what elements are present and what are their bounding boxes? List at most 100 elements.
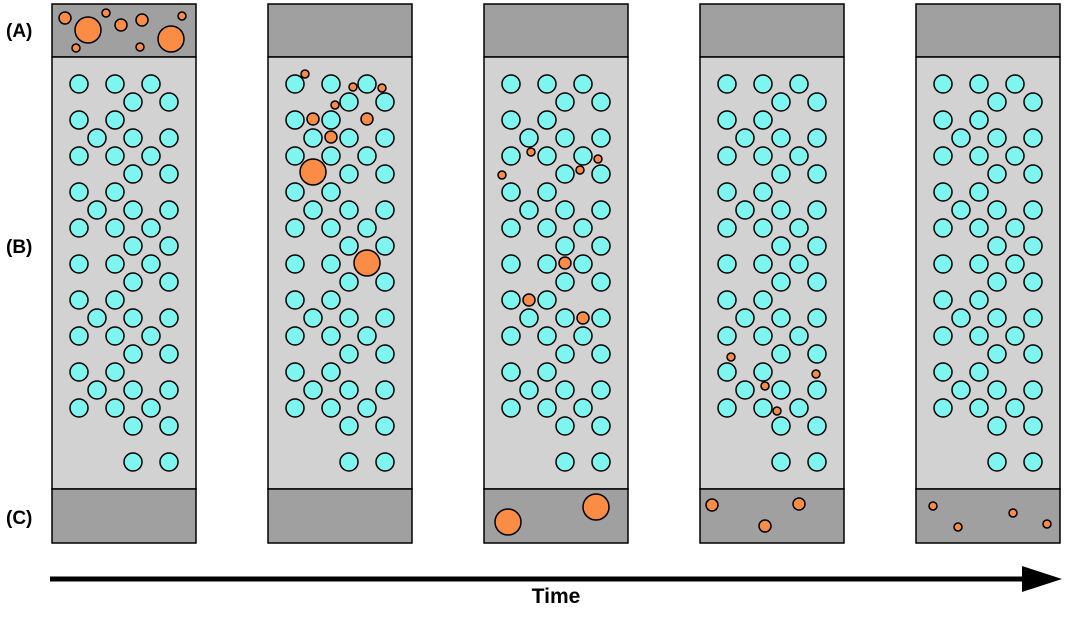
packing-bead xyxy=(141,254,161,274)
packing-bead xyxy=(969,218,989,238)
packing-bead xyxy=(285,398,305,418)
label-a: (A) xyxy=(6,21,33,42)
packing-bead xyxy=(951,128,971,148)
packing-bead xyxy=(717,326,737,346)
packing-bead xyxy=(501,290,521,310)
packing-bead xyxy=(573,146,593,166)
column-4 xyxy=(699,3,845,544)
packing-bead xyxy=(321,398,341,418)
packing-bead xyxy=(159,416,179,436)
packing-bead xyxy=(105,182,125,202)
sample-particle xyxy=(760,381,770,391)
label-b: (B) xyxy=(6,237,33,258)
sample-particle xyxy=(928,501,938,511)
packing-bead xyxy=(555,200,575,220)
packing-bead xyxy=(969,326,989,346)
sample-particle xyxy=(582,493,610,521)
packing-bead xyxy=(87,200,107,220)
packing-bead xyxy=(357,218,377,238)
packing-bead xyxy=(519,200,539,220)
packing-bead xyxy=(1023,236,1043,256)
inlet-section xyxy=(483,3,629,58)
packing-bead xyxy=(123,452,143,472)
packing-bead xyxy=(339,272,359,292)
sample-particle xyxy=(576,311,590,325)
packing-bead xyxy=(105,110,125,130)
packing-bead xyxy=(591,416,611,436)
packing-bead xyxy=(375,128,395,148)
packing-bead xyxy=(591,236,611,256)
sample-particle xyxy=(74,16,102,44)
packing-bead xyxy=(1023,452,1043,472)
packing-bead xyxy=(537,110,557,130)
packing-bead xyxy=(789,398,809,418)
packing-bead xyxy=(69,182,89,202)
packing-bead xyxy=(807,380,827,400)
packing-bead xyxy=(339,200,359,220)
packing-bead xyxy=(753,398,773,418)
packing-bead xyxy=(501,254,521,274)
column-5 xyxy=(915,3,1061,544)
packing-bead xyxy=(987,200,1007,220)
packing-bead xyxy=(987,308,1007,328)
packing-bead xyxy=(591,344,611,364)
packing-bead xyxy=(771,344,791,364)
packing-bead xyxy=(123,92,143,112)
sample-particle xyxy=(1008,508,1018,518)
packing-bead xyxy=(123,164,143,184)
packing-bead xyxy=(555,416,575,436)
sample-particle xyxy=(299,158,327,186)
packing-bead xyxy=(105,218,125,238)
sample-particle xyxy=(71,43,81,53)
packing-bead xyxy=(987,92,1007,112)
sample-particle xyxy=(705,498,719,512)
packing-bead xyxy=(717,74,737,94)
packing-bead xyxy=(141,398,161,418)
time-label: Time xyxy=(531,585,581,608)
sample-particle xyxy=(726,352,736,362)
packing-bead xyxy=(555,344,575,364)
packing-bead xyxy=(591,452,611,472)
packing-bead xyxy=(285,326,305,346)
sample-particle xyxy=(526,147,536,157)
packing-bead xyxy=(1005,218,1025,238)
packing-bead xyxy=(591,164,611,184)
packing-bead xyxy=(555,92,575,112)
packing-bead xyxy=(537,398,557,418)
packing-bead xyxy=(807,92,827,112)
packing-bead xyxy=(771,380,791,400)
packing-bead xyxy=(933,218,953,238)
sample-particle xyxy=(300,69,310,79)
packing-bead xyxy=(123,380,143,400)
packing-bead xyxy=(159,344,179,364)
sample-particle xyxy=(58,11,72,25)
packing-bead xyxy=(771,200,791,220)
packing-bead xyxy=(951,380,971,400)
packing-bead xyxy=(339,344,359,364)
packing-bead xyxy=(807,308,827,328)
packing-bead xyxy=(555,236,575,256)
packing-bead xyxy=(951,200,971,220)
packing-bead xyxy=(339,308,359,328)
packing-bead xyxy=(105,290,125,310)
packing-bead xyxy=(159,452,179,472)
packing-bead xyxy=(987,128,1007,148)
sample-particle xyxy=(324,130,338,144)
packing-bead xyxy=(375,200,395,220)
sample-particle xyxy=(758,519,772,533)
packing-bead xyxy=(717,218,737,238)
sample-particle xyxy=(1042,519,1052,529)
packing-bead xyxy=(69,110,89,130)
packing-bead xyxy=(159,128,179,148)
inlet-section xyxy=(915,3,1061,58)
packing-bead xyxy=(105,326,125,346)
packing-bead xyxy=(573,218,593,238)
packing-bead xyxy=(735,128,755,148)
packing-bead xyxy=(87,380,107,400)
packing-bead xyxy=(375,272,395,292)
packing-bead xyxy=(717,398,737,418)
packing-bead xyxy=(69,362,89,382)
packing-bead xyxy=(1005,254,1025,274)
packing-bead xyxy=(501,182,521,202)
